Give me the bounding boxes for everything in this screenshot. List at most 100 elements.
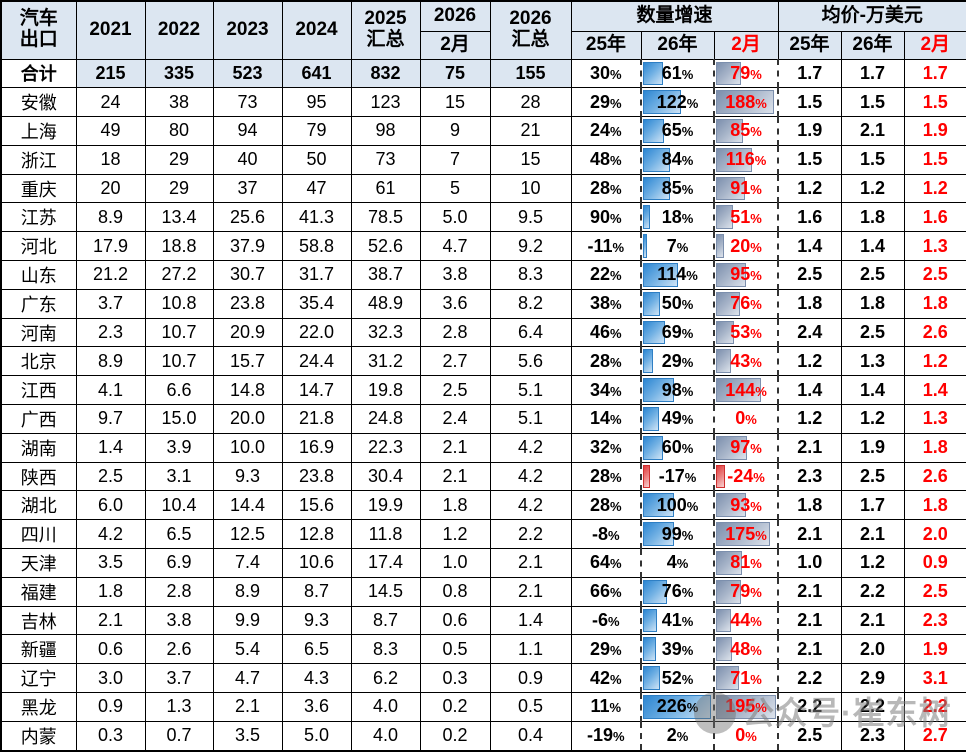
growth-cell: 99%	[640, 519, 715, 550]
growth-cell: 14%	[570, 404, 642, 434]
volume-cell: 5.1	[489, 375, 572, 406]
price-cell: 2.5	[777, 720, 842, 752]
col-header-2025-total: 2025 汇总	[350, 0, 421, 60]
growth-cell: 76%	[713, 288, 779, 319]
price-cell: 2.5	[840, 317, 905, 348]
growth-cell: 114%	[640, 260, 715, 290]
region-label: 福建	[0, 576, 77, 607]
price-cell: 1.4	[903, 375, 966, 406]
table-row: 新疆 0.6 2.6 5.4 6.5 8.3 0.5 1.1 29% 39% 48% 2.1 2.0 1.…	[0, 634, 966, 665]
volume-cell: 29	[144, 173, 214, 204]
volume-cell: 21.2	[75, 260, 146, 290]
table-header: 汽车 出口 2021 2022 2023 2024 2025 汇总 2026 2…	[0, 0, 966, 60]
volume-cell: 0.9	[489, 663, 572, 694]
volume-cell: 5	[419, 173, 491, 204]
volume-cell: 4.0	[350, 692, 421, 722]
volume-cell: 523	[212, 58, 283, 89]
price-cell: 1.8	[903, 432, 966, 463]
table-row: 陕西 2.5 3.1 9.3 23.8 30.4 2.1 4.2 28% -17% -24% 2.3 2…	[0, 461, 966, 492]
corner-header: 汽车 出口	[0, 0, 77, 60]
volume-cell: 12.5	[212, 519, 283, 550]
price-cell: 1.0	[777, 548, 842, 578]
volume-cell: 5.1	[489, 404, 572, 434]
growth-cell: 30%	[570, 58, 642, 89]
volume-cell: 3.9	[144, 432, 214, 463]
volume-cell: 1.2	[419, 519, 491, 550]
price-cell: 2.1	[840, 605, 905, 636]
price-cell: 1.8	[777, 490, 842, 521]
price-cell: 2.6	[903, 461, 966, 492]
price-cell: 2.3	[777, 461, 842, 492]
volume-cell: 12.8	[281, 519, 352, 550]
growth-cell: 93%	[713, 490, 779, 521]
price-cell: 1.8	[777, 288, 842, 319]
price-cell: 2.2	[777, 692, 842, 722]
volume-cell: 1.3	[144, 692, 214, 722]
price-cell: 1.3	[840, 346, 905, 377]
price-cell: 1.7	[777, 58, 842, 89]
volume-cell: 9	[419, 116, 491, 146]
growth-cell: 32%	[570, 432, 642, 463]
volume-cell: 20.0	[212, 404, 283, 434]
price-cell: 2.1	[777, 519, 842, 550]
growth-cell: 85%	[713, 116, 779, 146]
volume-cell: 7	[419, 144, 491, 175]
growth-sub-feb: 2月	[713, 30, 779, 60]
growth-cell: 41%	[640, 605, 715, 636]
volume-cell: 9.9	[212, 605, 283, 636]
growth-cell: 90%	[570, 202, 642, 233]
volume-cell: 50	[281, 144, 352, 175]
volume-cell: 37.9	[212, 231, 283, 262]
growth-cell: 38%	[570, 288, 642, 319]
col-header-2026-feb: 2月	[419, 30, 491, 60]
table-row: 北京 8.9 10.7 15.7 24.4 31.2 2.7 5.6 28% 29% 43% 1.2 1…	[0, 346, 966, 377]
growth-cell: 42%	[570, 663, 642, 694]
price-cell: 2.1	[840, 116, 905, 146]
price-cell: 2.2	[840, 692, 905, 722]
growth-cell: 76%	[640, 576, 715, 607]
growth-cell: 116%	[713, 144, 779, 175]
volume-cell: 47	[281, 173, 352, 204]
volume-cell: 0.5	[489, 692, 572, 722]
volume-cell: 641	[281, 58, 352, 89]
growth-cell: 2%	[640, 720, 715, 752]
volume-cell: 2.2	[489, 519, 572, 550]
volume-cell: 20.9	[212, 317, 283, 348]
volume-cell: 10.8	[144, 288, 214, 319]
volume-cell: 98	[350, 116, 421, 146]
region-label: 广东	[0, 288, 77, 319]
price-cell: 1.5	[777, 87, 842, 118]
growth-cell: 7%	[640, 231, 715, 262]
price-cell: 1.5	[840, 87, 905, 118]
volume-cell: 7.4	[212, 548, 283, 578]
volume-cell: 0.2	[419, 692, 491, 722]
volume-cell: 10.7	[144, 346, 214, 377]
col-header-2024: 2024	[281, 0, 352, 60]
volume-cell: 0.9	[75, 692, 146, 722]
volume-cell: 0.6	[75, 634, 146, 665]
growth-cell: 195%	[713, 692, 779, 722]
volume-cell: 0.8	[419, 576, 491, 607]
volume-cell: 5.6	[489, 346, 572, 377]
growth-cell: 66%	[570, 576, 642, 607]
volume-cell: 2.1	[212, 692, 283, 722]
table-row: 湖南 1.4 3.9 10.0 16.9 22.3 2.1 4.2 32% 60% 97% 2.1 1.…	[0, 432, 966, 463]
volume-cell: 2.4	[419, 404, 491, 434]
table-row: 四川 4.2 6.5 12.5 12.8 11.8 1.2 2.2 -8% 99% 175% 2.1 2…	[0, 519, 966, 550]
growth-cell: 144%	[713, 375, 779, 406]
volume-cell: 2.8	[419, 317, 491, 348]
region-label: 北京	[0, 346, 77, 377]
growth-cell: 51%	[713, 202, 779, 233]
table-row: 辽宁 3.0 3.7 4.7 4.3 6.2 0.3 0.9 42% 52% 71% 2.2 2.9 3.…	[0, 663, 966, 694]
table-row: 河南 2.3 10.7 20.9 22.0 32.3 2.8 6.4 46% 69% 53% 2.4 2…	[0, 317, 966, 348]
growth-cell: 48%	[570, 144, 642, 175]
volume-cell: 1.4	[75, 432, 146, 463]
volume-cell: 40	[212, 144, 283, 175]
volume-cell: 2.1	[419, 432, 491, 463]
growth-cell: 79%	[713, 576, 779, 607]
volume-cell: 3.6	[419, 288, 491, 319]
table-row: 浙江 18 29 40 50 73 7 15 48% 84% 116% 1.5 1.5 1.5	[0, 144, 966, 175]
volume-cell: 0.4	[489, 720, 572, 752]
volume-cell: 10.7	[144, 317, 214, 348]
volume-cell: 215	[75, 58, 146, 89]
